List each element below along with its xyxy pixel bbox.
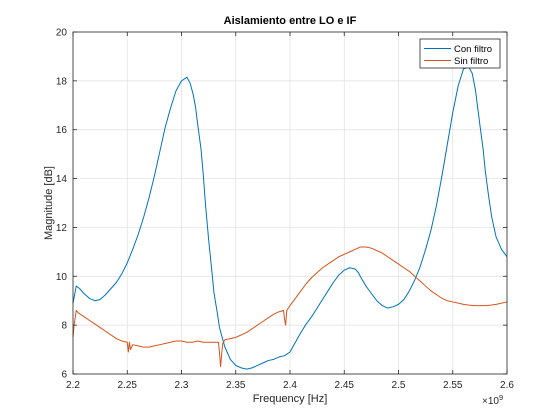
x-tick-label: 2.2 <box>66 380 80 391</box>
y-tick-label: 18 <box>56 76 68 87</box>
legend-label-sin-filtro: Sin filtro <box>454 56 488 67</box>
y-tick-label: 10 <box>56 272 68 283</box>
x-exponent-base: ×10 <box>482 396 499 407</box>
y-axis-label: Magnitude [dB] <box>43 166 55 240</box>
series-layer <box>72 66 508 370</box>
y-tick-label: 12 <box>56 223 68 234</box>
legend-label-con-filtro: Con filtro <box>454 44 492 55</box>
x-tick-label: 2.35 <box>226 380 246 391</box>
series-line-sin-filtro <box>72 246 508 368</box>
x-tick-label: 2.6 <box>500 380 514 391</box>
y-tick-label: 6 <box>61 370 67 381</box>
x-axis-label: Frequency [Hz] <box>253 393 328 405</box>
y-tick-label: 14 <box>56 174 68 185</box>
y-tick-label: 8 <box>61 321 67 332</box>
y-tick-label: 20 <box>56 28 68 39</box>
x-tick-label: 2.45 <box>335 380 355 391</box>
x-tick-label: 2.55 <box>443 380 463 391</box>
y-axis: 6 8 10 12 14 16 18 20 <box>56 28 507 381</box>
legend: Con filtro Sin filtro <box>419 38 501 69</box>
x-exponent-power: 9 <box>499 393 503 402</box>
series-line-con-filtro <box>72 66 508 370</box>
x-exponent: ×109 <box>482 393 503 407</box>
y-tick-label: 16 <box>56 125 68 136</box>
x-tick-label: 2.5 <box>392 380 406 391</box>
legend-box <box>419 38 501 69</box>
x-tick-label: 2.3 <box>175 380 189 391</box>
chart-title: Aislamiento entre LO e IF <box>224 15 357 27</box>
x-tick-label: 2.4 <box>283 380 297 391</box>
x-axis: 2.2 2.25 2.3 2.35 2.4 2.45 2.5 2.55 2.6 <box>66 32 514 391</box>
x-tick-label: 2.25 <box>118 380 138 391</box>
